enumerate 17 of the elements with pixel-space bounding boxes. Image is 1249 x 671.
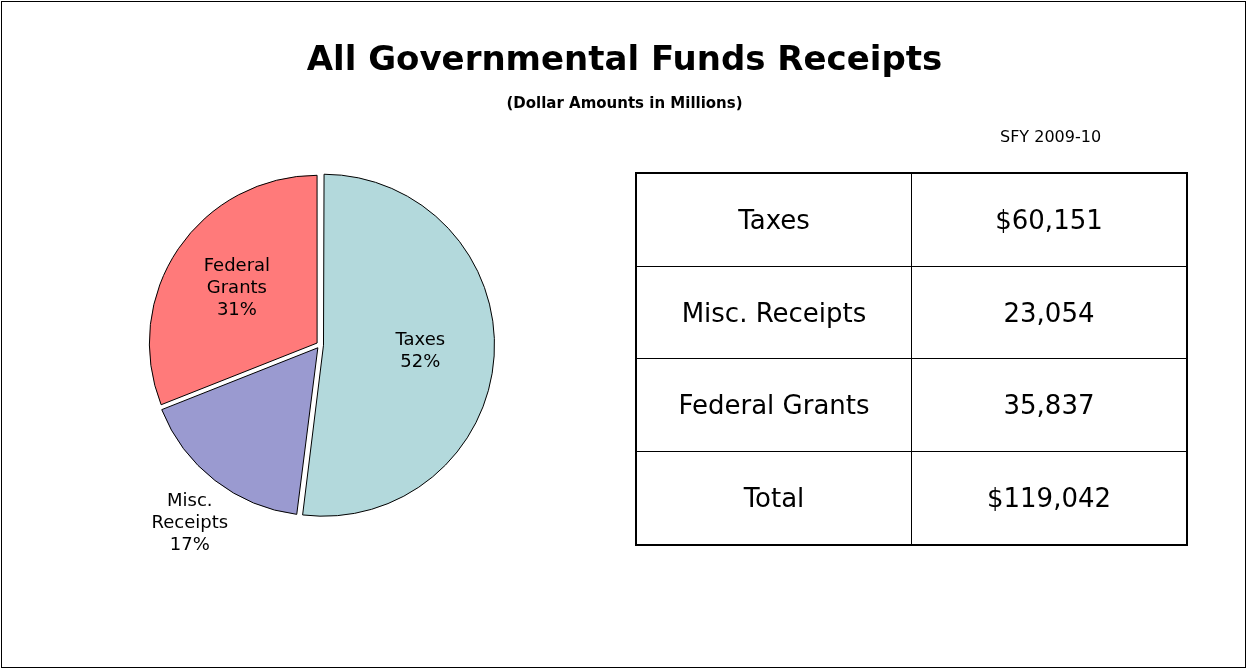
text: All Governmental Funds Receipts [305, 38, 944, 78]
text: SFY 2009-10 [1000, 127, 1102, 146]
category-label: Misc. Receipts [681, 297, 867, 328]
slice-label: Federal Grants [203, 254, 271, 298]
text: 31% [216, 298, 257, 320]
category-label: Federal Grants [678, 390, 870, 421]
slice-label: Taxes [394, 327, 446, 349]
text: 52% [400, 349, 441, 371]
text: (Dollar Amounts in Millions) [505, 94, 744, 112]
text: $119,042 [911, 451, 1187, 545]
category-label: Taxes [738, 205, 810, 236]
text: Total [636, 451, 912, 545]
text: $60,151 [911, 173, 1187, 267]
text: 17% [169, 532, 210, 554]
text: 35,837 [911, 358, 1187, 452]
text: 23,054 [911, 266, 1187, 359]
slice-label: Misc. Receipts [151, 488, 229, 532]
